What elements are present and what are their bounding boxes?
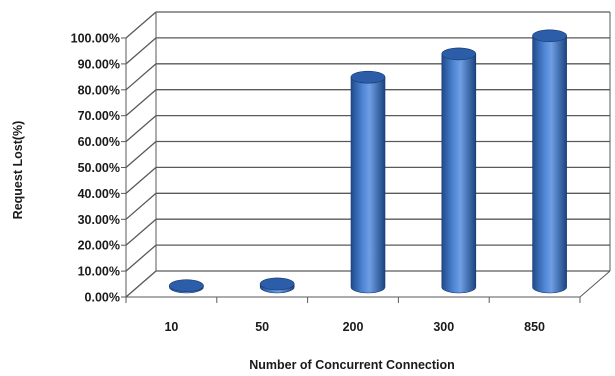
bar-top <box>532 29 567 43</box>
bar-body <box>441 53 477 294</box>
bar-body <box>350 76 386 294</box>
floor-right-edge <box>579 270 611 298</box>
bar-50 <box>259 277 295 294</box>
y-axis-title: Request Lost(%) <box>11 121 25 220</box>
bar-200 <box>350 70 386 294</box>
labels-layer: 0.00% 10.00% 20.00% 30.00% 40.00% 50.00% 60.00… <box>71 32 545 335</box>
gridline-diagonal <box>125 11 157 39</box>
y-tick-label: 100.00% <box>71 32 120 46</box>
y-tick-label: 50.00% <box>78 161 120 175</box>
x-tick-label: 850 <box>524 320 545 334</box>
y-tick-label: 70.00% <box>78 109 120 123</box>
gridline-diagonal <box>125 166 157 194</box>
gridline-diagonal <box>125 63 157 91</box>
gridline-diagonal <box>125 89 157 117</box>
gridline-diagonal <box>125 37 157 65</box>
bar-body <box>532 35 567 294</box>
x-tick-label: 50 <box>255 320 269 334</box>
bar-850 <box>532 29 567 294</box>
x-tick-label: 200 <box>343 320 364 334</box>
x-tick-label: 10 <box>164 320 178 334</box>
y-tick-label: 80.00% <box>78 83 120 97</box>
y-tick-label: 40.00% <box>78 187 120 201</box>
gridline-diagonal <box>125 244 157 272</box>
y-tick-label: 20.00% <box>78 239 120 253</box>
y-tick-label: 10.00% <box>78 265 120 279</box>
gridline-diagonal <box>125 141 157 168</box>
y-tick-label: 30.00% <box>78 213 120 227</box>
y-tick-label: 90.00% <box>78 57 120 71</box>
y-tick-label: 0.00% <box>85 291 120 305</box>
x-axis-title: Number of Concurrent Connection <box>249 358 455 372</box>
gridline-diagonal <box>125 218 157 246</box>
gridline-diagonal <box>125 270 157 298</box>
bar-top <box>350 70 386 84</box>
bar-300 <box>441 47 477 294</box>
gridline-diagonal <box>125 115 157 143</box>
bar-top <box>259 277 295 291</box>
x-tick-label: 300 <box>433 320 454 334</box>
y-tick-label: 60.00% <box>78 135 120 149</box>
bar-top <box>441 47 477 61</box>
bars-layer <box>169 29 567 294</box>
bar-10 <box>169 279 204 294</box>
bar-top <box>169 279 204 293</box>
gridline-diagonal <box>125 192 157 220</box>
